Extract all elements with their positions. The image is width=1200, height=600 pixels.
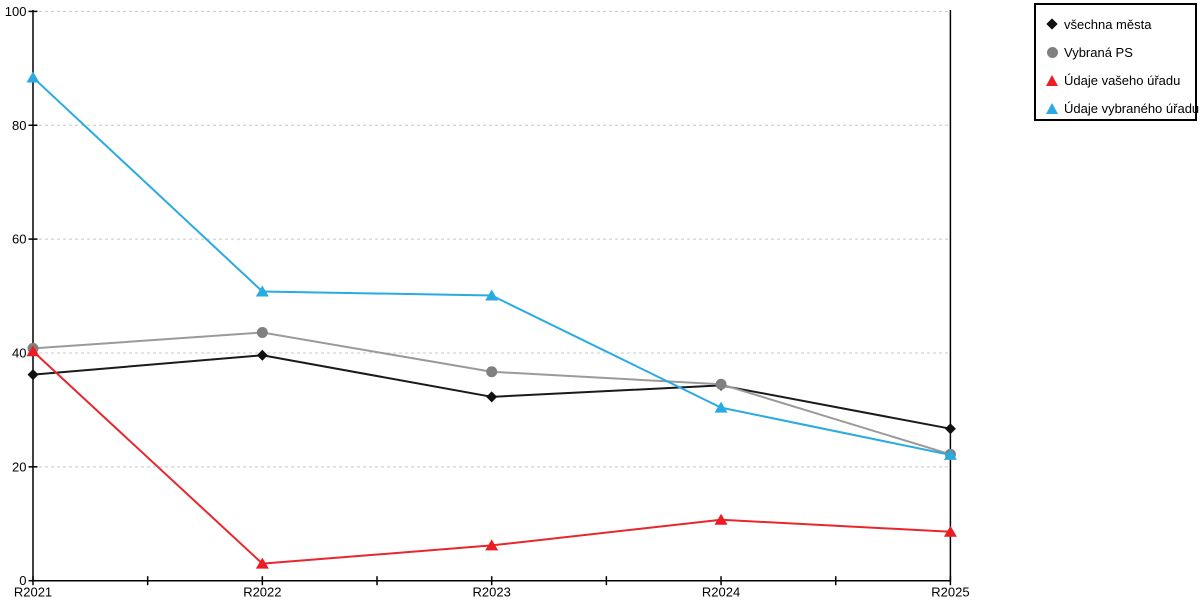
triangle-marker-icon [26, 345, 40, 357]
series-line-triangle [32, 350, 951, 565]
legend-label: Vybraná PS [1064, 44, 1133, 60]
diamond-marker-icon [27, 369, 39, 381]
triangle-marker-icon [485, 539, 499, 551]
x-tick-label: R2024 [702, 585, 740, 600]
x-tick-label: R2021 [14, 585, 52, 600]
triangle-marker-icon [714, 513, 728, 525]
circle-marker-icon [1046, 46, 1058, 58]
diamond-marker-icon [486, 391, 498, 403]
legend-item-udaje-vybraneho-uradu: Údaje vybraného úřadu [1044, 94, 1199, 122]
triangle-marker-icon [485, 289, 499, 301]
triangle-marker-icon [943, 448, 957, 460]
triangle-marker-icon [255, 557, 269, 569]
triangle-marker-icon [26, 71, 40, 83]
triangle-marker-icon [1046, 102, 1058, 114]
y-tick-label: 20 [12, 459, 26, 474]
y-tick-label: 60 [12, 232, 26, 247]
triangle-marker-icon [255, 285, 269, 297]
x-tick-label: R2022 [243, 585, 281, 600]
y-tick-label: 40 [12, 345, 26, 360]
legend-item-vsechna-mesta: všechna města [1044, 10, 1195, 38]
legend-label: Údaje vybraného úřadu [1064, 100, 1200, 116]
diamond-marker-icon [944, 423, 956, 435]
y-tick-label: 80 [12, 118, 26, 133]
triangle-marker-icon [1046, 74, 1058, 86]
triangle-marker-icon [943, 525, 957, 537]
legend: všechna města Vybraná PS Údaje vašeho úř… [1034, 3, 1199, 122]
circle-marker-icon [715, 378, 727, 390]
diamond-marker-icon [256, 349, 268, 361]
circle-marker-icon [256, 326, 268, 338]
circle-marker-icon [486, 366, 498, 378]
legend-item-vybrana-ps: Vybraná PS [1044, 38, 1195, 66]
triangle-marker-icon [714, 401, 728, 413]
legend-label: všechna města [1064, 16, 1152, 32]
y-tick-label: 100 [5, 4, 27, 19]
x-tick-label: R2025 [931, 585, 969, 600]
y-tick-label: 0 [19, 573, 26, 588]
legend-label: Údaje vašeho úřadu [1064, 72, 1181, 88]
legend-item-udaje-vaseho-uradu: Údaje vašeho úřadu [1044, 66, 1195, 94]
x-tick-label: R2023 [473, 585, 511, 600]
diamond-marker-icon [1046, 18, 1058, 30]
